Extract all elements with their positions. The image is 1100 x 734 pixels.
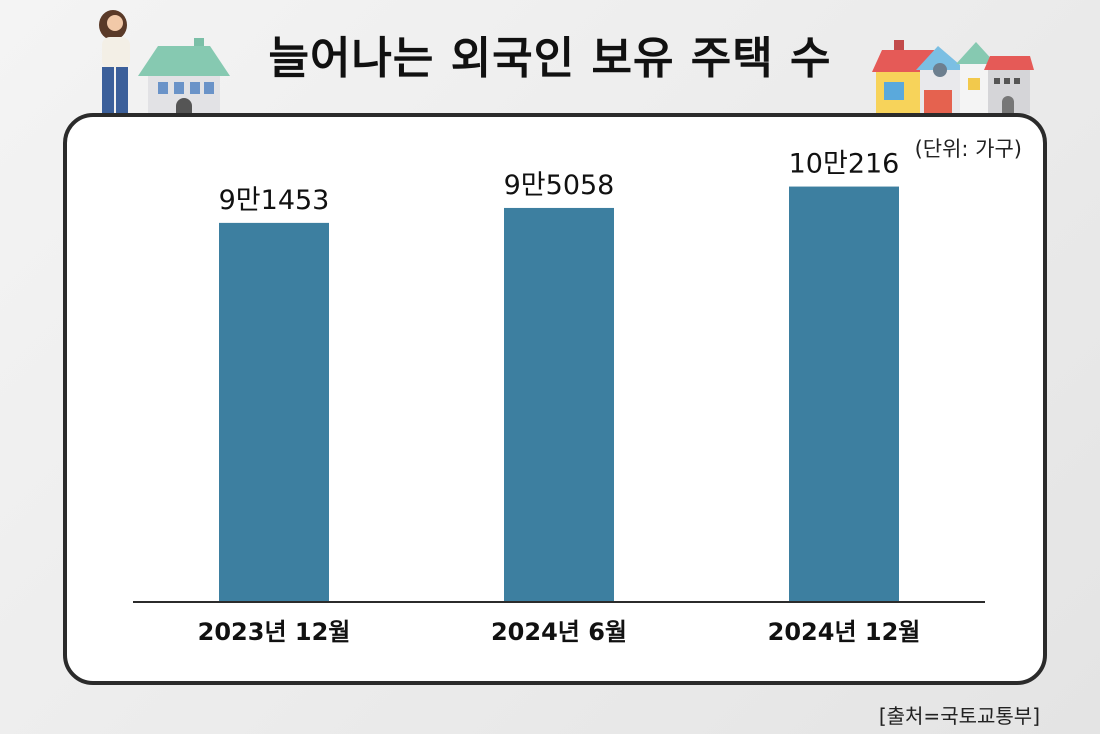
data-label-1: 9만1453 [219,185,330,216]
source-note: [출처=국토교통부] [878,704,1040,728]
x-tick-label-2: 2024년 6월 [491,618,627,646]
house-left-illustration [138,38,230,116]
chart-title: 늘어나는 외국인 보유 주택 수 [268,33,832,84]
woman-illustration [99,10,130,113]
labels-layer: 9만1453 2023년 12월 9만5058 2024년 6월 10만216 2024년… [198,149,921,646]
houses-right-illustration [872,40,1034,114]
data-label-2: 9만5058 [504,170,615,201]
x-tick-label-3: 2024년 12월 [768,618,921,646]
bar-3 [789,186,899,602]
bars-layer [219,186,899,602]
unit-label: (단위: 가구) [914,137,1022,161]
bar-2 [504,207,614,602]
data-label-3: 10만216 [789,149,900,180]
bar-1 [219,222,329,602]
x-tick-label-1: 2023년 12월 [198,618,351,646]
